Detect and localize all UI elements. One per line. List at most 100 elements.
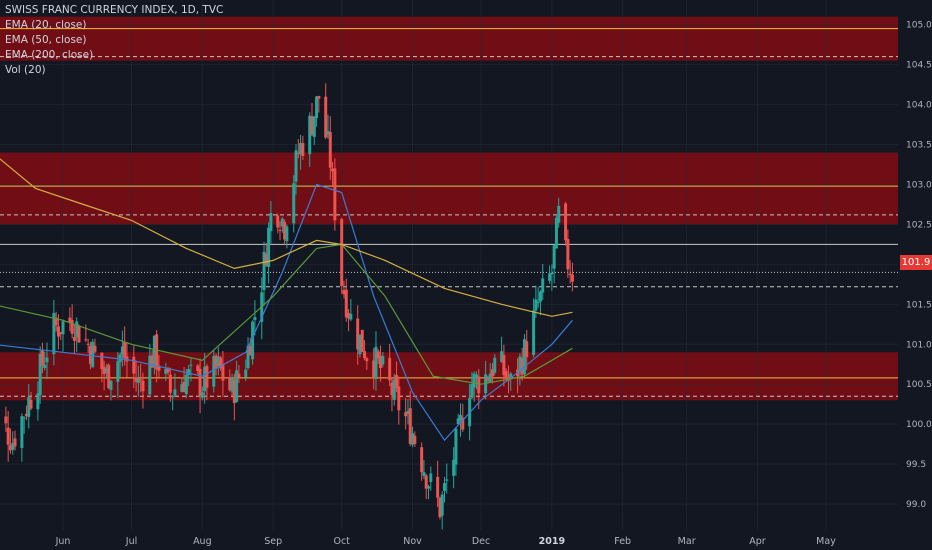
candle-body-58[interactable] [187, 369, 191, 375]
candle-body-115[interactable] [372, 360, 376, 378]
candle-body-32[interactable] [104, 368, 108, 373]
candle-body-98[interactable] [315, 96, 319, 118]
candle-body-127[interactable] [408, 408, 412, 445]
legend-ema50[interactable]: EMA (50, close) [5, 34, 87, 46]
candle-body-92[interactable] [296, 152, 300, 154]
candle-body-133[interactable] [427, 486, 431, 489]
candle-body-120[interactable] [388, 357, 392, 381]
candle-body-107[interactable] [344, 289, 348, 318]
candle-body-168[interactable] [538, 291, 542, 302]
candle-body-113[interactable] [363, 351, 367, 359]
ema-line-0[interactable] [0, 183, 573, 442]
candle-body-13[interactable] [43, 364, 47, 368]
candle-body-21[interactable] [70, 320, 74, 334]
candle-body-166[interactable] [534, 299, 538, 311]
candle-body-29[interactable] [93, 345, 97, 352]
candle-body-149[interactable] [477, 376, 481, 394]
candle-body-34[interactable] [109, 380, 113, 390]
candle-body-99[interactable] [317, 96, 321, 99]
candle-body-40[interactable] [132, 356, 136, 374]
candle-body-6[interactable] [22, 417, 26, 419]
price-zone-1[interactable] [0, 152, 898, 225]
candle-body-3[interactable] [11, 443, 15, 450]
candle-body-102[interactable] [328, 132, 332, 168]
candle-body-173[interactable] [554, 218, 558, 249]
candle-body-162[interactable] [520, 358, 524, 375]
candle-body-108[interactable] [347, 313, 351, 319]
candle-body-81[interactable] [262, 251, 266, 290]
candle-body-171[interactable] [550, 272, 554, 275]
candle-body-0[interactable] [4, 416, 8, 424]
candle-body-4[interactable] [13, 438, 17, 447]
candle-body-50[interactable] [164, 368, 168, 374]
candle-body-139[interactable] [445, 479, 449, 481]
candle-body-12[interactable] [40, 350, 44, 366]
candle-body-43[interactable] [139, 379, 143, 381]
candle-body-176[interactable] [566, 239, 570, 270]
candle-body-76[interactable] [246, 345, 250, 368]
candle-body-78[interactable] [251, 321, 255, 360]
candle-body-97[interactable] [312, 116, 316, 137]
candle-body-91[interactable] [294, 150, 298, 182]
candle-body-103[interactable] [331, 168, 335, 172]
candle-body-165[interactable] [532, 310, 536, 355]
candle-body-128[interactable] [411, 433, 415, 445]
candle-body-7[interactable] [24, 413, 28, 417]
candle-body-57[interactable] [184, 374, 188, 395]
candle-body-153[interactable] [490, 369, 494, 377]
candle-body-11[interactable] [38, 353, 42, 396]
candle-body-15[interactable] [52, 312, 56, 355]
candle-body-20[interactable] [68, 317, 72, 323]
candle-body-143[interactable] [458, 415, 462, 421]
candle-body-79[interactable] [253, 317, 257, 321]
candle-body-18[interactable] [59, 332, 63, 334]
candle-body-172[interactable] [552, 245, 556, 269]
candle-body-122[interactable] [392, 379, 396, 400]
candle-body-140[interactable] [452, 459, 456, 476]
candle-body-42[interactable] [136, 378, 140, 383]
candle-body-142[interactable] [456, 418, 460, 425]
candle-body-52[interactable] [168, 374, 172, 393]
candle-body-55[interactable] [180, 384, 184, 392]
candle-body-96[interactable] [310, 116, 314, 135]
candle-body-48[interactable] [155, 334, 159, 370]
candle-body-1[interactable] [6, 427, 10, 445]
candle-body-110[interactable] [356, 318, 360, 350]
candle-body-63[interactable] [203, 366, 207, 392]
candle-body-174[interactable] [557, 205, 561, 223]
candle-body-106[interactable] [342, 289, 346, 295]
candle-body-8[interactable] [27, 397, 31, 417]
candle-body-175[interactable] [564, 203, 568, 241]
candle-body-157[interactable] [504, 371, 508, 379]
candle-body-60[interactable] [196, 365, 200, 372]
candle-body-31[interactable] [102, 366, 106, 374]
candle-body-119[interactable] [381, 355, 385, 365]
candle-body-135[interactable] [436, 476, 440, 498]
candle-body-134[interactable] [429, 473, 433, 482]
candle-body-163[interactable] [522, 339, 526, 375]
candle-body-62[interactable] [200, 392, 204, 398]
candle-body-93[interactable] [299, 143, 303, 155]
candle-body-109[interactable] [349, 313, 353, 320]
candle-body-44[interactable] [141, 380, 145, 392]
candle-body-77[interactable] [248, 345, 252, 356]
candle-body-101[interactable] [326, 130, 330, 135]
candle-body-151[interactable] [486, 377, 490, 381]
candle-body-90[interactable] [292, 183, 296, 224]
candle-body-53[interactable] [171, 396, 175, 398]
candle-body-152[interactable] [488, 373, 492, 383]
candle-body-131[interactable] [422, 472, 426, 476]
candle-body-75[interactable] [244, 369, 248, 378]
candle-body-66[interactable] [214, 355, 218, 369]
candle-body-56[interactable] [182, 382, 186, 392]
candle-body-47[interactable] [152, 335, 156, 368]
candle-body-46[interactable] [150, 355, 154, 368]
candle-body-41[interactable] [134, 377, 138, 382]
candle-body-154[interactable] [493, 357, 497, 373]
candle-body-61[interactable] [198, 368, 202, 397]
candle-body-28[interactable] [91, 341, 95, 368]
candle-body-121[interactable] [390, 382, 394, 396]
candle-body-45[interactable] [148, 355, 152, 395]
candle-body-30[interactable] [100, 352, 104, 370]
candle-body-65[interactable] [212, 356, 216, 387]
